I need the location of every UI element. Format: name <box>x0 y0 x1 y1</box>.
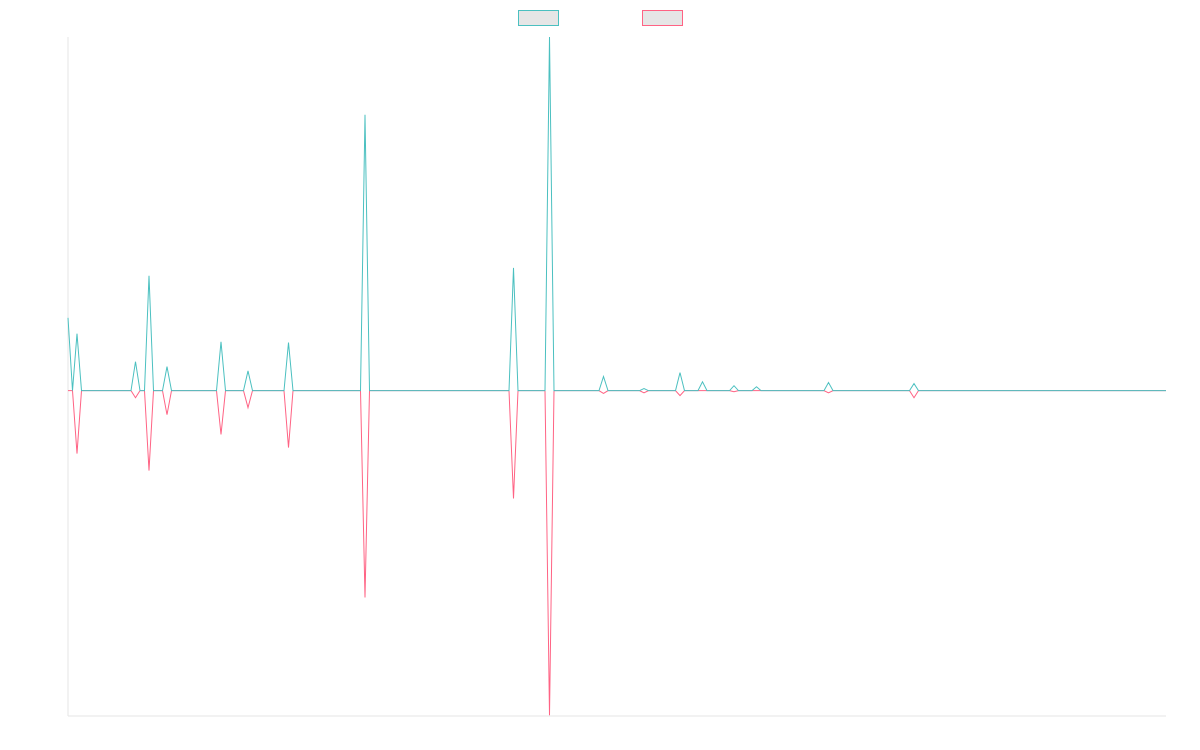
legend-swatch <box>518 10 559 26</box>
legend-swatch <box>642 10 683 26</box>
data-line <box>67 36 1166 392</box>
data-line <box>68 390 1166 716</box>
